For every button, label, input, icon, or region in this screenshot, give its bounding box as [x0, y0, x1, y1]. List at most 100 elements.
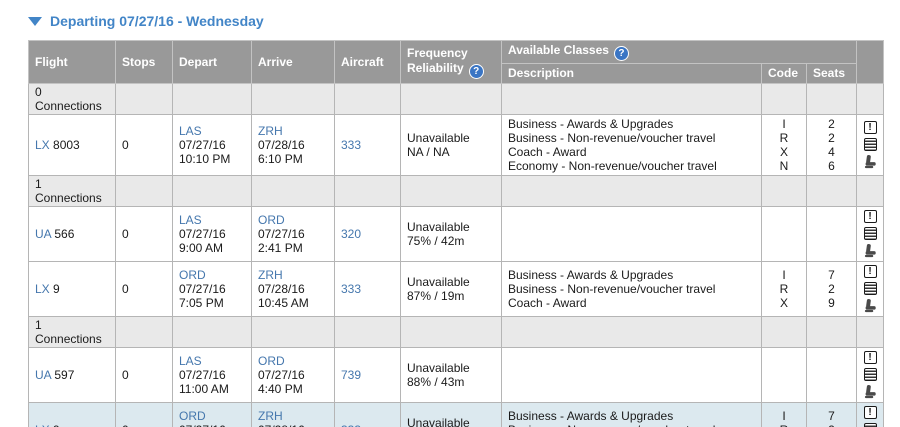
carrier-link[interactable]: LX [35, 282, 50, 296]
frequency-reliability-value: NA / NA [407, 145, 450, 159]
section-empty-cell [856, 83, 884, 115]
flight-table-body: 0 Connections LX 8003 0 LAS 07/27/16 10:10 PM… [28, 83, 884, 427]
carrier-link[interactable]: LX [35, 138, 50, 152]
section-empty-cell [400, 175, 502, 207]
class-code-cell [761, 206, 807, 262]
aircraft-cell: 333 [334, 261, 401, 317]
alert-icon[interactable]: ! [863, 265, 877, 278]
seat-icon[interactable] [863, 244, 877, 258]
alert-icon[interactable]: ! [863, 121, 877, 134]
arrive-time: 2:41 PM [258, 241, 303, 255]
frequency-reliability-value: 88% / 43m [407, 375, 465, 389]
row-action-icons: ! [863, 406, 877, 427]
depart-airport-link[interactable]: LAS [179, 124, 202, 138]
notes-icon[interactable] [863, 368, 877, 381]
alert-icon[interactable]: ! [863, 406, 877, 419]
aircraft-cell: 739 [334, 347, 401, 403]
notes-icon[interactable] [863, 227, 877, 240]
arrive-airport-link[interactable]: ZRH [258, 268, 283, 282]
class-code-cell [761, 347, 807, 403]
aircraft-link[interactable]: 739 [341, 368, 362, 382]
depart-airport-link[interactable]: ORD [179, 268, 206, 282]
row-actions-cell: ! [856, 261, 884, 317]
row-actions-cell: ! [856, 402, 884, 427]
class-seats-cell [806, 206, 857, 262]
class-description-cell [501, 347, 762, 403]
section-empty-cell [334, 175, 401, 207]
depart-airport-link[interactable]: LAS [179, 213, 202, 227]
arrive-date: 07/28/16 [258, 138, 305, 152]
depart-airport-link[interactable]: ORD [179, 409, 206, 423]
frequency-status: Unavailable [407, 220, 470, 234]
aircraft-link[interactable]: 333 [341, 282, 362, 296]
depart-time: 9:00 AM [179, 241, 224, 255]
seat-icon[interactable] [863, 299, 877, 313]
arrive-airport-link[interactable]: ZRH [258, 409, 283, 423]
class-description: Business - Awards & Upgrades [508, 268, 674, 282]
aircraft-link[interactable]: 320 [341, 227, 362, 241]
arrive-airport-link[interactable]: ZRH [258, 124, 283, 138]
frequency-reliability-value: 75% / 42m [407, 234, 465, 248]
class-description-cell [501, 206, 762, 262]
depart-date: 07/27/16 [179, 282, 226, 296]
frequency-header-line1: Frequency [407, 45, 468, 60]
class-description: Coach - Award [508, 145, 587, 159]
col-header-depart: Depart [172, 40, 252, 84]
notes-icon[interactable] [863, 138, 877, 151]
section-empty-cell [761, 175, 807, 207]
section-empty-cell [172, 316, 252, 348]
depart-date: 07/27/16 [179, 227, 226, 241]
depart-airport-link[interactable]: LAS [179, 354, 202, 368]
seat-icon[interactable] [863, 385, 877, 399]
connections-section-row: 0 Connections [28, 83, 884, 115]
class-seats-cell: 729 [806, 402, 857, 427]
flight-cell: UA 597 [28, 347, 116, 403]
arrive-airport-link[interactable]: ORD [258, 354, 285, 368]
frequency-cell: Unavailable NA / NA [400, 114, 502, 176]
available-classes-help-icon[interactable]: ? [613, 46, 629, 61]
arrive-airport-link[interactable]: ORD [258, 213, 285, 227]
section-empty-cell [501, 175, 762, 207]
col-header-description: Description [501, 63, 762, 84]
section-empty-cell [172, 83, 252, 115]
class-seats: 2 [813, 423, 850, 427]
section-empty-cell [334, 83, 401, 115]
section-empty-cell [115, 83, 173, 115]
collapse-triangle-icon [28, 16, 42, 26]
alert-icon[interactable]: ! [863, 210, 877, 223]
section-empty-cell [761, 83, 807, 115]
connections-count-label: 1 Connections [28, 175, 116, 207]
col-header-arrive: Arrive [251, 40, 335, 84]
frequency-help-icon[interactable]: ? [468, 63, 484, 79]
flight-row: UA 597 0 LAS 07/27/16 11:00 AM ORD 07/27/16 4:4… [28, 347, 884, 403]
aircraft-cell: 333 [334, 402, 401, 427]
alert-icon[interactable]: ! [863, 351, 877, 364]
notes-icon[interactable] [863, 282, 877, 295]
notes-icon[interactable] [863, 423, 877, 427]
carrier-link[interactable]: UA [35, 368, 52, 382]
connections-count-label: 0 Connections [28, 83, 116, 115]
aircraft-link[interactable]: 333 [341, 423, 361, 427]
class-description: Coach - Award [508, 296, 587, 310]
aircraft-link[interactable]: 333 [341, 138, 362, 152]
class-seats: 2 [828, 282, 835, 296]
col-header-actions [856, 40, 884, 84]
stops-cell: 0 [115, 347, 173, 403]
stops-cell: 0 [115, 402, 173, 427]
carrier-link[interactable]: UA [35, 227, 52, 241]
section-empty-cell [251, 83, 335, 115]
carrier-link[interactable]: LX [35, 423, 50, 427]
row-actions-cell: ! [856, 114, 884, 176]
seat-icon[interactable] [863, 155, 877, 169]
departing-date-toggle[interactable]: Departing 07/27/16 - Wednesday [28, 13, 264, 29]
section-empty-cell [761, 316, 807, 348]
